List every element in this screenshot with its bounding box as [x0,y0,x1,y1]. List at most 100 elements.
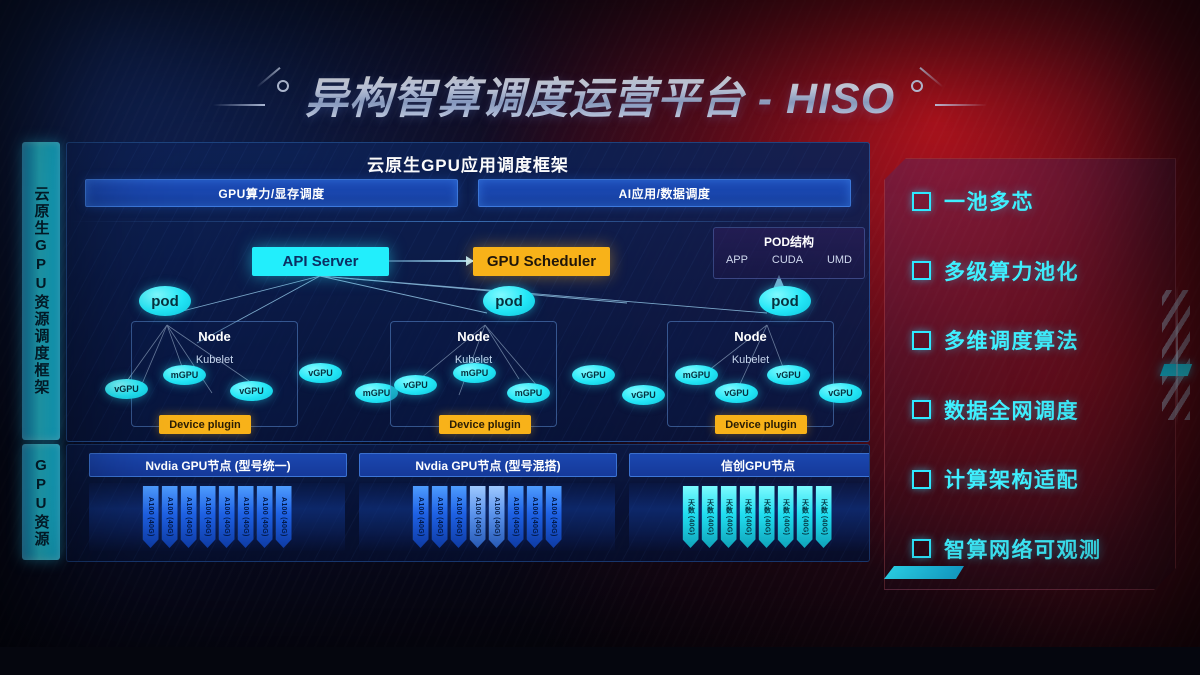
gpu-scheduler-box[interactable]: GPU Scheduler [473,247,610,276]
title-bar: 异构智算调度运营平台 - HISO [0,64,1200,126]
gpu-card-2-6[interactable]: A100 (40G) [507,486,524,548]
gpu-group-header-3[interactable]: 信创GPU节点 [629,453,869,477]
feature-item-1[interactable]: 多级算力池化 [912,256,1162,286]
gpu-card-list-2: A100 (40G) A100 (40G) A100 (40G) A100 (40G)… [359,483,615,551]
device-plugin-1[interactable]: Device plugin [159,415,251,434]
cloud-native-framework-panel: 云原生GPU应用调度框架 GPU算力/显存调度 AI应用/数据调度 API Se… [66,142,870,442]
gpu-node-group-1: Nvdia GPU节点 (型号统一) A100 (40G) A100 (40G) A… [89,453,347,553]
gpu-card-2-7[interactable]: A100 (40G) [526,486,543,548]
api-to-scheduler-arrow [389,256,474,266]
mgpu-3-1[interactable]: mGPU [675,365,718,385]
section-divider [67,221,869,222]
gpu-card-label: A100 (40G) [550,497,557,537]
gpu-node-group-3: 信创GPU节点 天数 (40G) 天数 (40G) 天数 (40G) 天数 (40G)… [629,453,869,553]
gpu-card-list-3: 天数 (40G) 天数 (40G) 天数 (40G) 天数 (40G) 天数 (40G)… [629,483,869,551]
vertical-label-framework: 云原生GPU资源调度框架 [22,142,60,440]
mgpu-2-3[interactable]: mGPU [507,383,550,403]
gpu-card-label: A100 (40G) [185,497,192,537]
pod-ellipse-1[interactable]: pod [139,286,191,316]
gpu-card-label: A100 (40G) [493,497,500,537]
device-plugin-2[interactable]: Device plugin [439,415,531,434]
device-plugin-3[interactable]: Device plugin [715,415,807,434]
bottom-bar [0,647,1200,675]
pod-ellipse-3[interactable]: pod [759,286,811,316]
vertical-label-gpu-resource-text: GPU资源 [32,456,50,548]
mgpu-1-2[interactable]: mGPU [163,365,206,385]
node-title-2: Node [457,329,490,344]
gpu-card-2-8[interactable]: A100 (40G) [545,486,562,548]
gpu-card-label: A100 (40G) [474,497,481,537]
gpu-group-header-1[interactable]: Nvdia GPU节点 (型号统一) [89,453,347,477]
gpu-card-3-8[interactable]: 天数 (40G) [815,486,832,548]
gpu-card-1-5[interactable]: A100 (40G) [218,486,235,548]
feature-item-0[interactable]: 一池多芯 [912,186,1162,216]
gpu-card-2-2[interactable]: A100 (40G) [431,486,448,548]
gpu-shelf-1 [89,483,345,551]
checkbox-square-icon [912,400,931,420]
vgpu-1-3[interactable]: vGPU [230,381,273,401]
kubelet-label-1: Kubelet [195,354,234,366]
gpu-card-label: A100 (40G) [261,497,268,537]
node-title-3: Node [734,329,767,344]
feature-label-2: 多维调度算法 [944,330,1079,354]
gpu-card-1-3[interactable]: A100 (40G) [180,486,197,548]
checkbox-square-icon [912,539,931,559]
vgpu-3-2[interactable]: vGPU [715,383,758,403]
mgpu-1-5[interactable]: mGPU [355,383,398,403]
decorative-right-bar [1176,286,1178,426]
vgpu-2-5[interactable]: vGPU [622,385,665,405]
checkbox-square-icon [912,261,931,281]
gpu-card-3-6[interactable]: 天数 (40G) [777,486,794,548]
feature-label-4: 计算架构适配 [944,469,1079,493]
feature-item-2[interactable]: 多维调度算法 [912,325,1162,355]
gpu-card-label: 天数 (40G) [687,498,695,536]
gpu-card-label: 天数 (40G) [782,498,790,536]
checkbox-square-icon [912,191,931,211]
vgpu-3-3[interactable]: vGPU [767,365,810,385]
gpu-card-2-5[interactable]: A100 (40G) [488,486,505,548]
feature-item-5[interactable]: 智算网络可观测 [912,534,1162,564]
band-ai-application[interactable]: AI应用/数据调度 [478,179,851,207]
gpu-card-label: A100 (40G) [512,497,519,537]
gpu-card-2-1[interactable]: A100 (40G) [412,486,429,548]
feature-item-3[interactable]: 数据全网调度 [912,395,1162,425]
gpu-card-label: A100 (40G) [242,497,249,537]
band-gpu-compute[interactable]: GPU算力/显存调度 [85,179,458,207]
vgpu-2-4[interactable]: vGPU [572,365,615,385]
gpu-card-label: A100 (40G) [166,497,173,537]
feature-panel-accent [884,566,964,579]
node-box-1: Node Kubelet [131,321,298,427]
pod-ellipse-2[interactable]: pod [483,286,535,316]
gpu-card-label: 天数 (40G) [820,498,828,536]
gpu-card-3-5[interactable]: 天数 (40G) [758,486,775,548]
feature-label-1: 多级算力池化 [944,260,1079,284]
gpu-card-3-2[interactable]: 天数 (40G) [701,486,718,548]
gpu-card-1-8[interactable]: A100 (40G) [275,486,292,548]
gpu-card-1-6[interactable]: A100 (40G) [237,486,254,548]
feature-label-0: 一池多芯 [944,191,1034,214]
gpu-group-header-2[interactable]: Nvdia GPU节点 (型号混搭) [359,453,617,477]
gpu-card-1-2[interactable]: A100 (40G) [161,486,178,548]
gpu-card-1-4[interactable]: A100 (40G) [199,486,216,548]
gpu-card-label: 天数 (40G) [763,498,771,536]
gpu-card-3-3[interactable]: 天数 (40G) [720,486,737,548]
gpu-card-label: A100 (40G) [280,497,287,537]
vgpu-3-4[interactable]: vGPU [819,383,862,403]
gpu-card-2-4[interactable]: A100 (40G) [469,486,486,548]
feature-item-4[interactable]: 计算架构适配 [912,464,1162,494]
vgpu-1-1[interactable]: vGPU [105,379,148,399]
gpu-card-1-1[interactable]: A100 (40G) [142,486,159,548]
gpu-card-3-1[interactable]: 天数 (40G) [682,486,699,548]
mgpu-2-2[interactable]: mGPU [453,363,496,383]
vgpu-1-4[interactable]: vGPU [299,363,342,383]
gpu-card-1-7[interactable]: A100 (40G) [256,486,273,548]
gpu-card-list-1: A100 (40G) A100 (40G) A100 (40G) A100 (40G)… [89,483,345,551]
api-server-box[interactable]: API Server [252,247,389,276]
feature-panel [884,158,1176,590]
gpu-card-3-4[interactable]: 天数 (40G) [739,486,756,548]
gpu-card-label: A100 (40G) [531,497,538,537]
gpu-card-3-7[interactable]: 天数 (40G) [796,486,813,548]
scheduling-bands: GPU算力/显存调度 AI应用/数据调度 [85,179,851,207]
gpu-card-2-3[interactable]: A100 (40G) [450,486,467,548]
vgpu-2-1[interactable]: vGPU [394,375,437,395]
